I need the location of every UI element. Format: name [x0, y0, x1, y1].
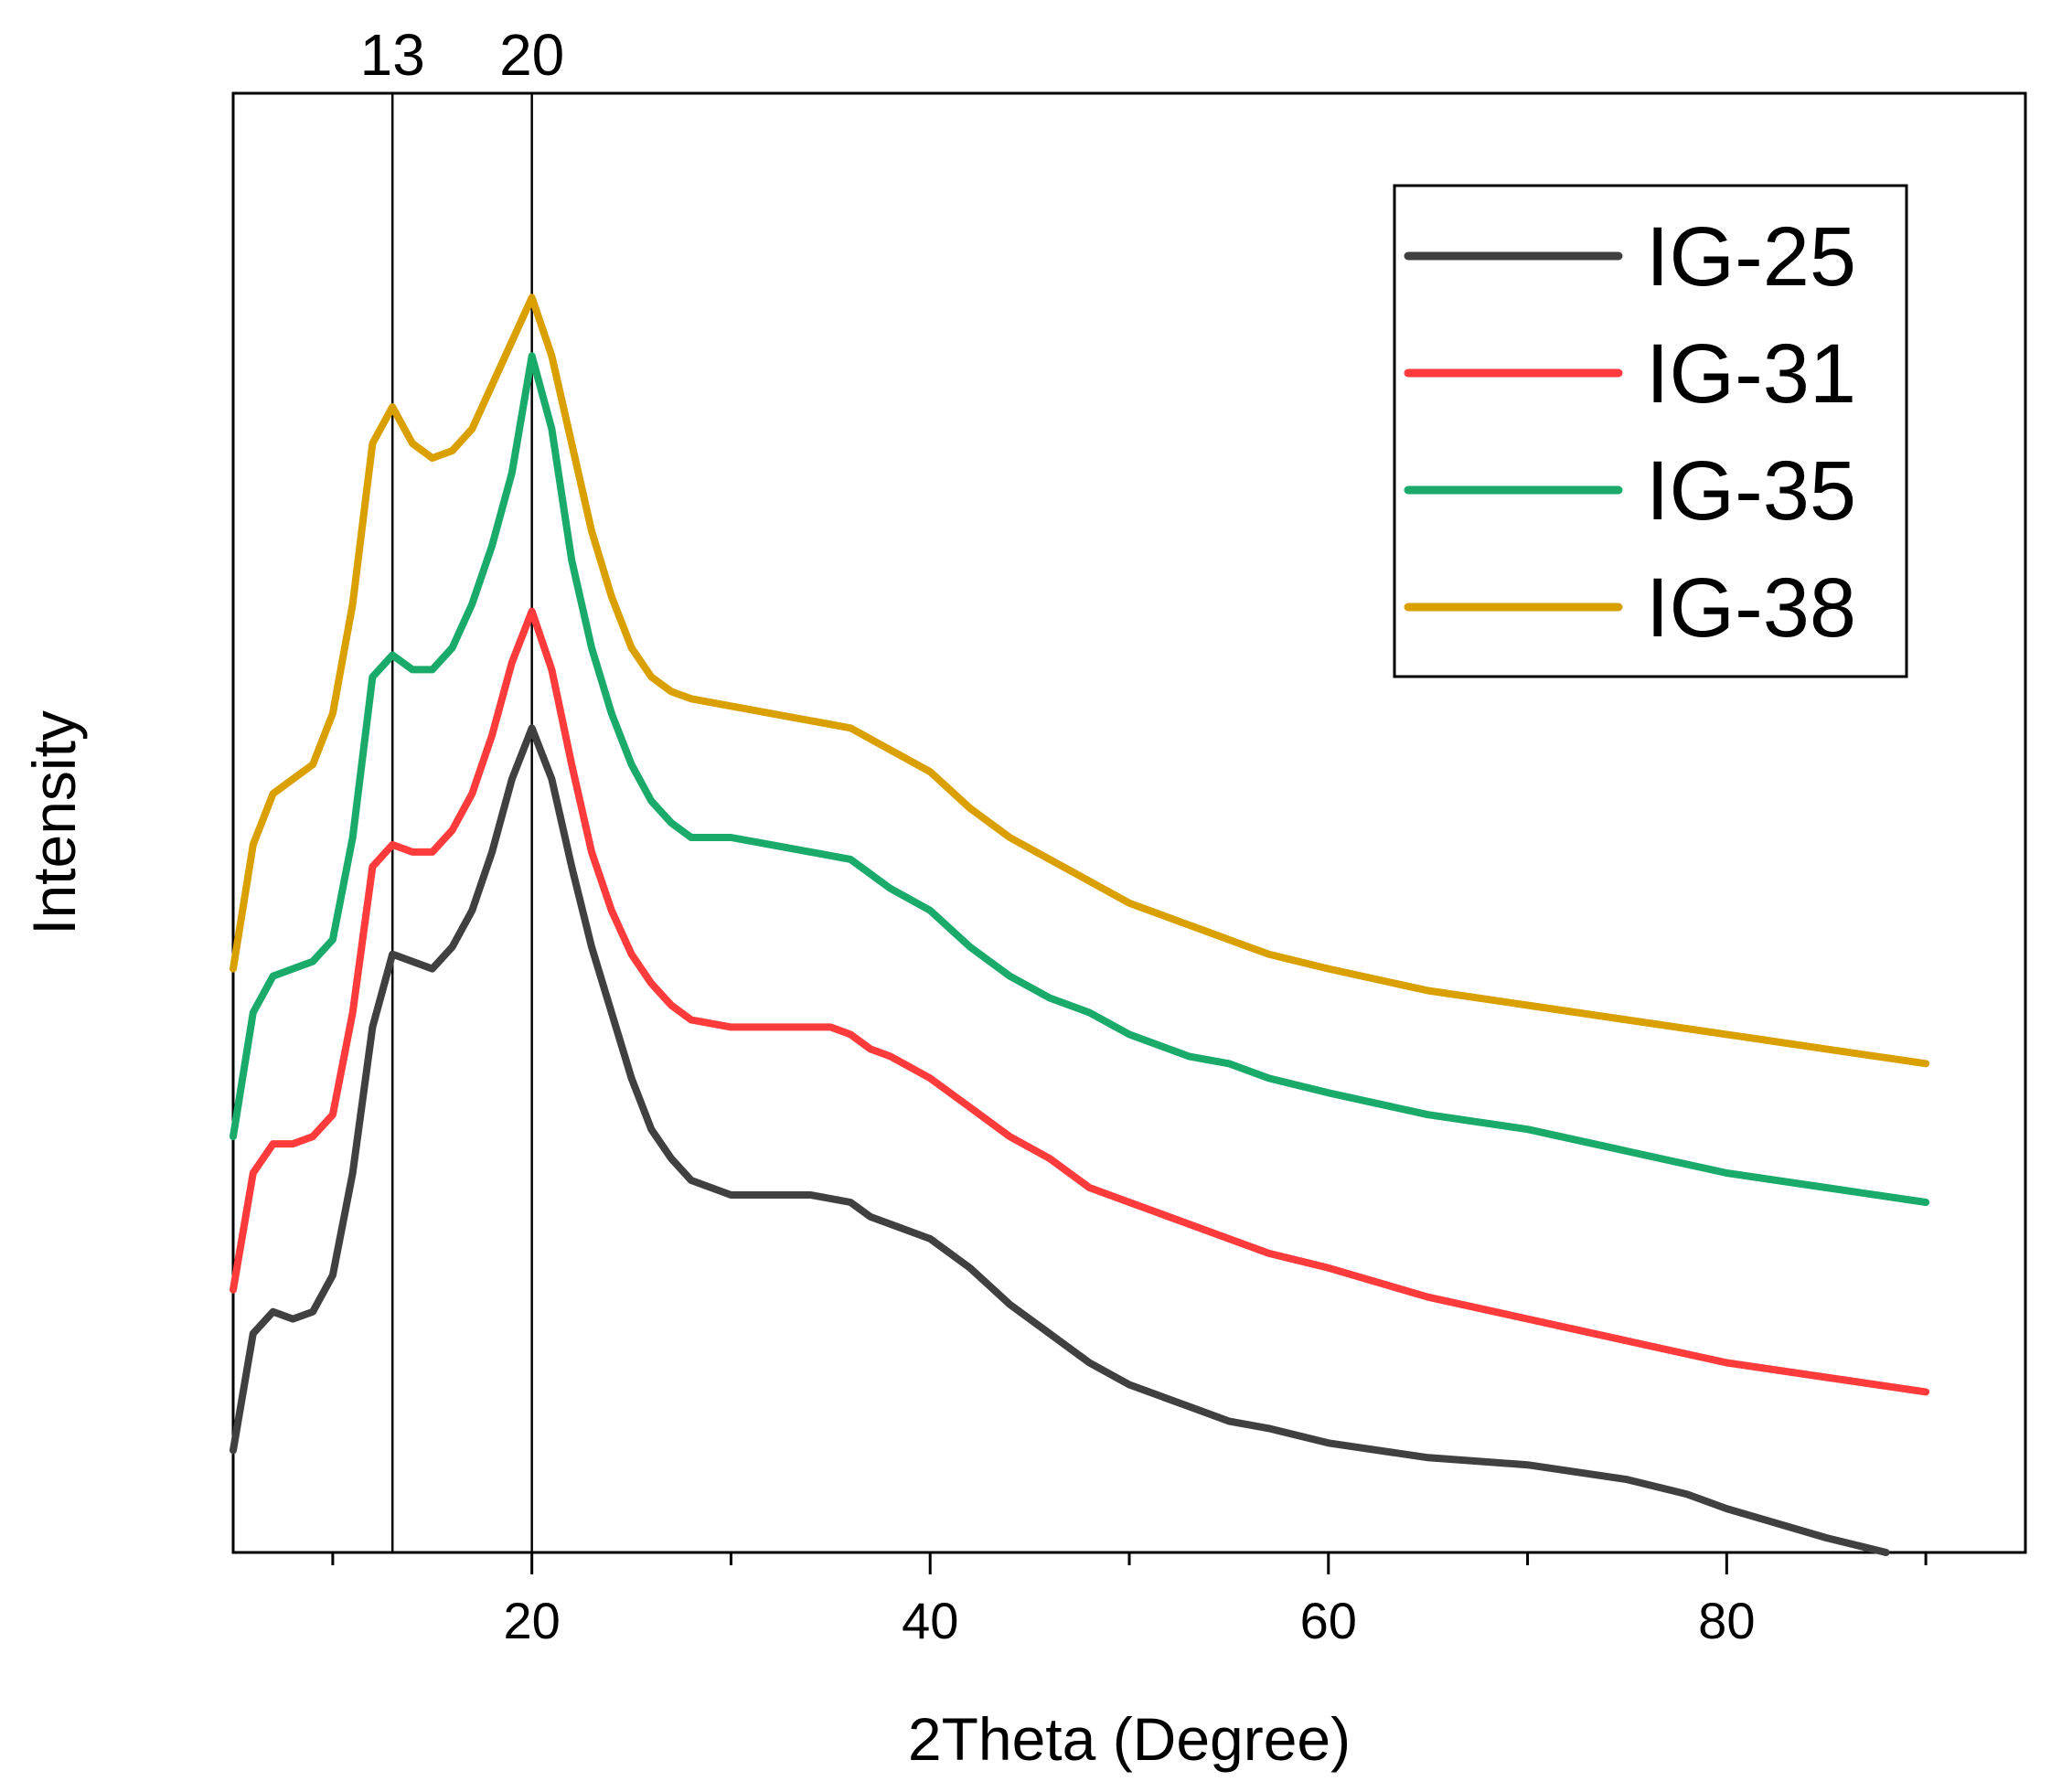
legend-box [1393, 184, 1908, 678]
x-tick-label: 80 [1698, 1592, 1755, 1649]
series-line-ig-31 [230, 607, 1930, 1396]
x-axis-ticks: 20 40 60 80 [331, 1552, 1928, 1649]
y-axis-label: Intensity [20, 710, 88, 935]
series-line-ig-38 [230, 293, 1930, 1068]
reference-label-13: 13 [360, 22, 425, 88]
x-axis-label: 2Theta (Degree) [908, 1705, 1351, 1773]
legend-label-ig-31: IG-31 [1646, 327, 1856, 421]
legend-label-ig-35: IG-35 [1646, 444, 1856, 538]
series-line-ig-35 [230, 352, 1930, 1206]
reference-label-20: 20 [499, 22, 564, 88]
legend-label-ig-25: IG-25 [1646, 210, 1856, 304]
legend-label-ig-38: IG-38 [1646, 561, 1856, 655]
x-tick-label: 40 [902, 1592, 958, 1649]
x-tick-label: 60 [1300, 1592, 1357, 1649]
legend: IG-25 IG-31 IG-35 IG-38 [1393, 184, 1908, 678]
reference-lines: 13 20 [360, 22, 564, 1552]
series-layer [230, 293, 1930, 1556]
x-tick-label: 20 [504, 1592, 561, 1649]
series-line-ig-25 [230, 724, 1890, 1556]
